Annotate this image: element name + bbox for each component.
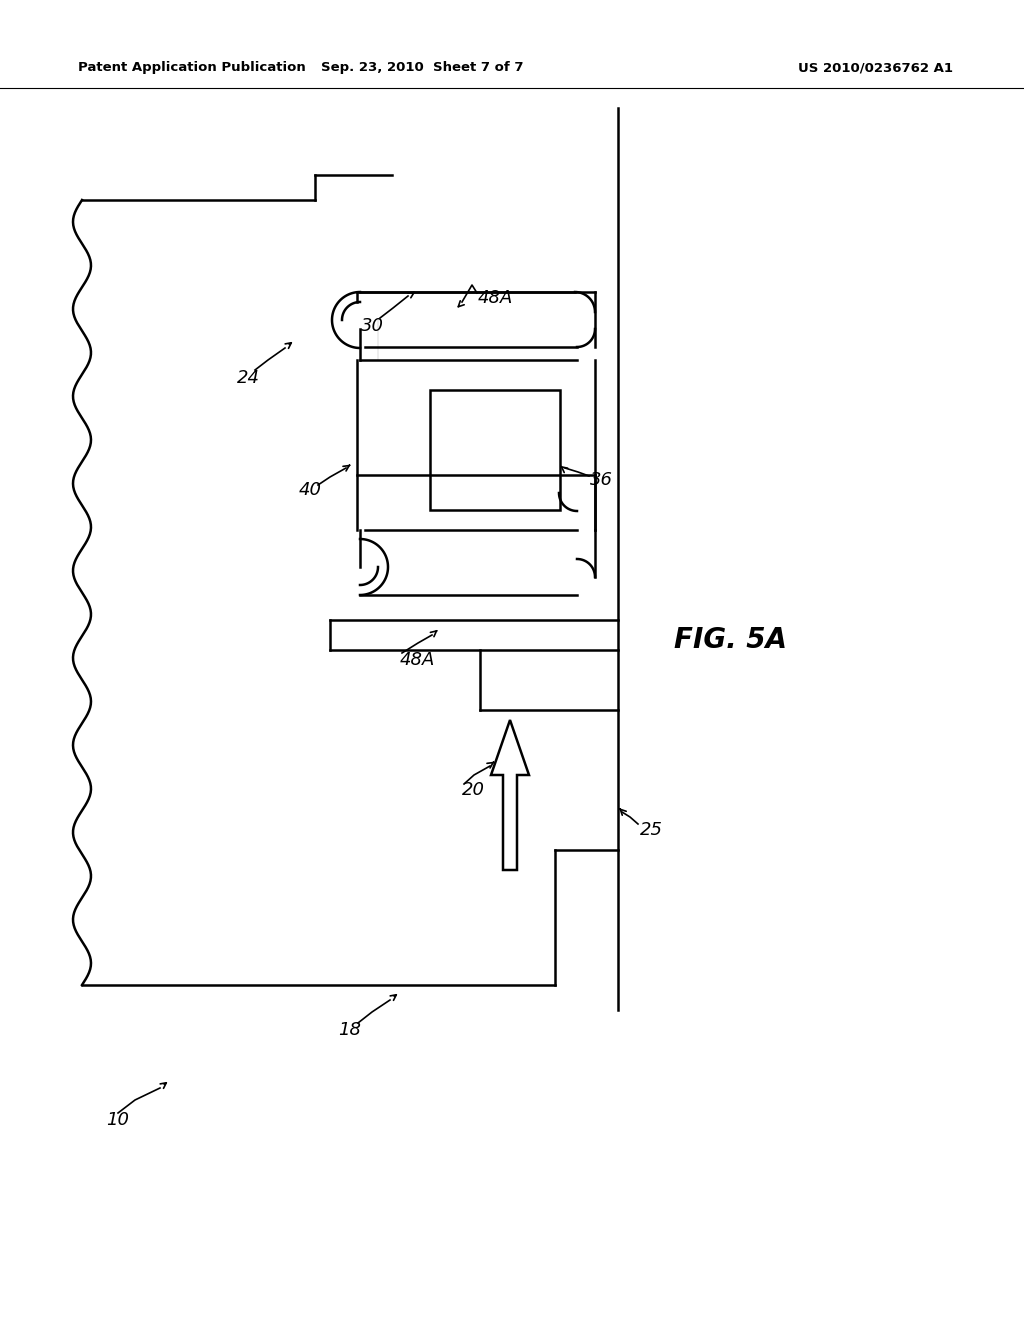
Polygon shape xyxy=(490,719,529,870)
Text: 25: 25 xyxy=(640,821,663,840)
Text: 10: 10 xyxy=(106,1111,129,1129)
Bar xyxy=(430,389,560,510)
Text: 48A: 48A xyxy=(478,289,513,308)
Text: Patent Application Publication: Patent Application Publication xyxy=(78,62,306,74)
Text: Sep. 23, 2010  Sheet 7 of 7: Sep. 23, 2010 Sheet 7 of 7 xyxy=(321,62,523,74)
Text: FIG. 5A: FIG. 5A xyxy=(674,626,786,653)
Text: 18: 18 xyxy=(339,1020,361,1039)
Text: US 2010/0236762 A1: US 2010/0236762 A1 xyxy=(798,62,952,74)
Text: 30: 30 xyxy=(360,317,384,335)
Text: 24: 24 xyxy=(237,370,259,387)
Text: 20: 20 xyxy=(462,781,485,799)
Text: 40: 40 xyxy=(299,480,322,499)
Text: 48A: 48A xyxy=(400,651,435,669)
Text: 36: 36 xyxy=(590,471,613,488)
